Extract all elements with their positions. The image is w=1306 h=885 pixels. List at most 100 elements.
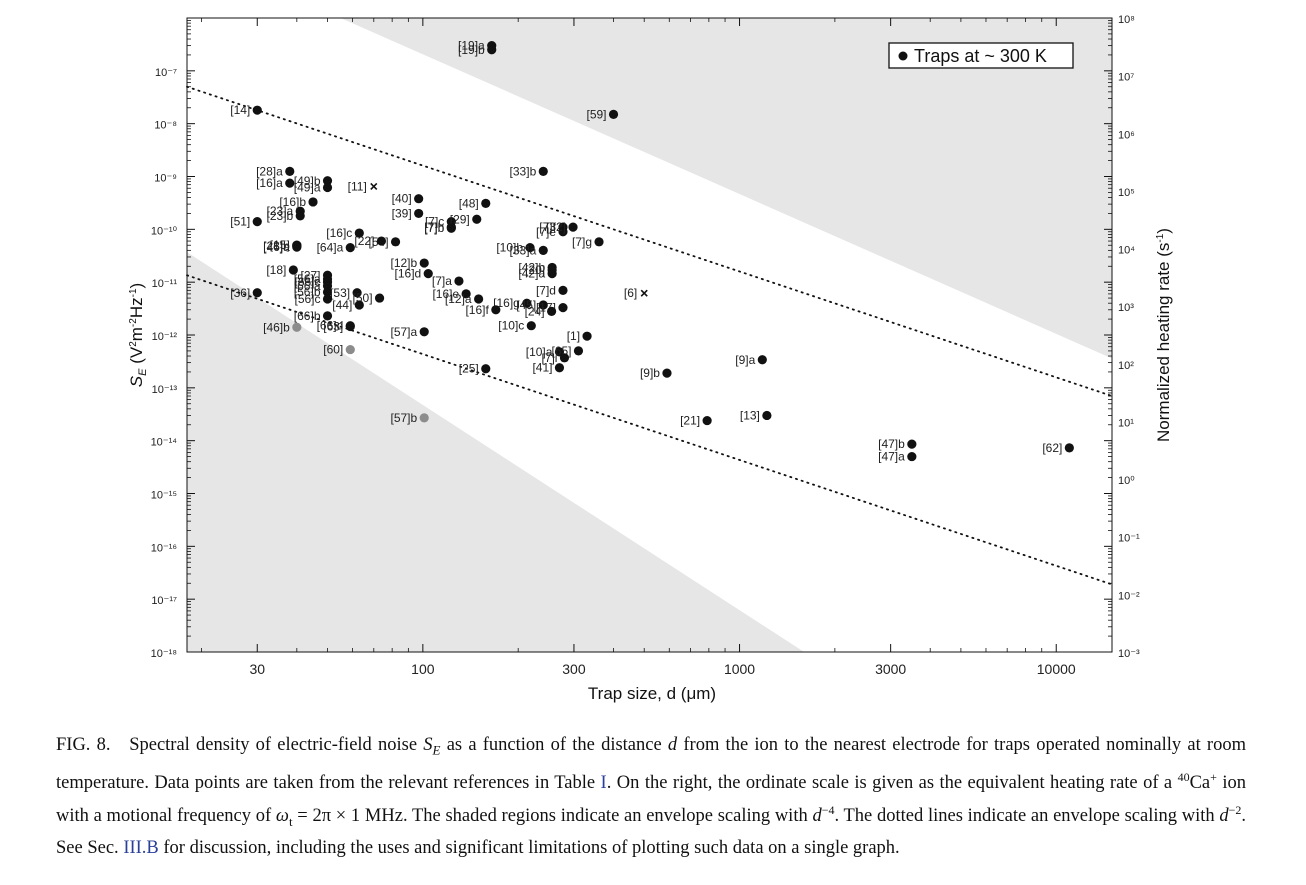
data-point-label: [16]g — [493, 296, 520, 310]
y-tick-label: 10⁻¹⁴ — [151, 437, 178, 449]
data-point — [419, 258, 429, 268]
data-point — [454, 276, 464, 286]
data-point — [558, 227, 568, 237]
data-point-cross — [640, 289, 648, 297]
data-point-label: [62] — [1042, 441, 1062, 455]
data-point-label: [53] — [330, 286, 350, 300]
dotted-envelope-line-1 — [186, 85, 1113, 397]
caption-superscript: 40 — [1177, 770, 1190, 785]
data-point — [538, 245, 548, 255]
data-point-label: [48] — [459, 196, 479, 210]
data-point — [525, 243, 535, 253]
data-point — [702, 415, 712, 426]
y-right-tick-label: 10⁴ — [1118, 245, 1135, 257]
data-point — [762, 410, 772, 421]
data-point — [322, 287, 333, 297]
data-point-label: [10]a — [526, 345, 553, 359]
data-point — [308, 197, 318, 207]
y-right-tick-label: 10⁻³ — [1118, 648, 1140, 660]
data-point-label: [42]a — [518, 267, 545, 281]
data-point — [252, 217, 262, 227]
data-point — [582, 331, 592, 341]
data-point-label: [45] — [516, 298, 536, 312]
data-point-label: [6] — [624, 286, 637, 300]
data-point-label: [23]b — [267, 209, 294, 223]
data-point-label: [63] — [323, 319, 343, 333]
caption-subscript: E — [432, 742, 441, 758]
data-point — [461, 289, 471, 299]
data-point-label: [14] — [230, 103, 250, 117]
data-point-label: [33]b — [510, 164, 537, 178]
data-point-label: [7]b — [424, 221, 444, 235]
data-point — [474, 294, 484, 304]
data-point — [252, 288, 262, 298]
table-ref-link[interactable]: I — [600, 773, 607, 794]
data-point — [376, 236, 387, 246]
data-point — [472, 214, 482, 224]
data-point — [285, 178, 295, 188]
legend-label: Traps at ~ 300 K — [914, 46, 1047, 66]
cross-stroke — [640, 289, 648, 297]
data-point-label: [47]a — [878, 450, 905, 464]
y-tick-label: 10⁻¹⁷ — [151, 595, 177, 607]
y-tick-label: 10⁻¹¹ — [152, 278, 178, 290]
data-point-label: [19]a — [458, 39, 485, 53]
data-point-label: [1] — [567, 329, 580, 343]
y-right-tick-label: 10⁷ — [1118, 72, 1134, 84]
data-point-label: [66]b — [294, 309, 321, 323]
data-point — [345, 243, 355, 253]
legend-marker — [898, 51, 908, 61]
shaded-region-upper — [340, 18, 1112, 359]
data-point-label: [7]a — [432, 274, 452, 288]
data-point-label: [57]a — [391, 325, 418, 339]
data-point-label: [28]a — [256, 164, 283, 178]
y-tick-label: 10⁻⁹ — [154, 173, 177, 185]
data-point — [481, 198, 491, 208]
caption-symbol: S — [423, 735, 433, 755]
data-point — [538, 300, 548, 310]
data-point — [594, 237, 604, 247]
data-point — [419, 327, 429, 337]
y-right-tick-label: 10⁰ — [1118, 475, 1135, 487]
data-point-label: [42]b — [518, 260, 545, 274]
caption-lead: FIG. 8. — [56, 735, 111, 755]
data-point-label: [16]a — [256, 176, 283, 190]
data-point-label: [16]f — [465, 303, 489, 317]
legend: Traps at ~ 300 K — [888, 42, 1074, 69]
data-point — [547, 265, 557, 275]
data-point-label: [57]b — [391, 411, 418, 425]
data-point — [322, 294, 333, 304]
data-point — [322, 182, 333, 193]
y-tick-label: 10⁻¹⁶ — [151, 542, 177, 554]
caption-symbol: d — [1219, 806, 1229, 826]
data-point-label: [47]b — [878, 437, 905, 451]
caption-text: Ca — [1189, 773, 1211, 794]
data-point-label: [56]c — [294, 292, 320, 306]
data-point-label: [27] — [300, 268, 320, 282]
y-right-tick-label: 10⁸ — [1118, 14, 1135, 26]
x-tick-label: 1000 — [724, 661, 755, 677]
data-point — [487, 45, 497, 55]
caption-superscript: −2 — [1228, 802, 1242, 817]
data-point — [419, 413, 429, 423]
data-point-label: [9]b — [640, 366, 660, 380]
y-axis-title-right: Normalized heating rate (s-1) — [1154, 228, 1173, 442]
data-point-label: [64]a — [317, 241, 344, 255]
data-point-label: [46]a — [263, 240, 290, 254]
y-tick-label: 10⁻¹⁰ — [151, 225, 178, 237]
y-axis-title-left: SE (V2m-2Hz-1) — [127, 283, 149, 387]
dotted-envelope-lines — [186, 85, 1113, 586]
y-right-tick-label: 10⁻¹ — [1118, 533, 1140, 545]
data-point-label: [12]a — [445, 292, 472, 306]
y-right-tick-label: 10⁶ — [1118, 129, 1135, 141]
section-ref-link[interactable]: III.B — [123, 838, 159, 859]
data-point-label: [28]b — [263, 239, 290, 253]
data-point-label: [19]b — [458, 43, 485, 57]
data-point — [252, 105, 262, 115]
data-point-label: [20] — [525, 263, 545, 277]
data-point — [285, 166, 295, 176]
data-point — [292, 322, 302, 332]
data-point — [662, 368, 672, 378]
data-point — [554, 363, 565, 373]
caption-superscript: + — [1210, 770, 1217, 785]
